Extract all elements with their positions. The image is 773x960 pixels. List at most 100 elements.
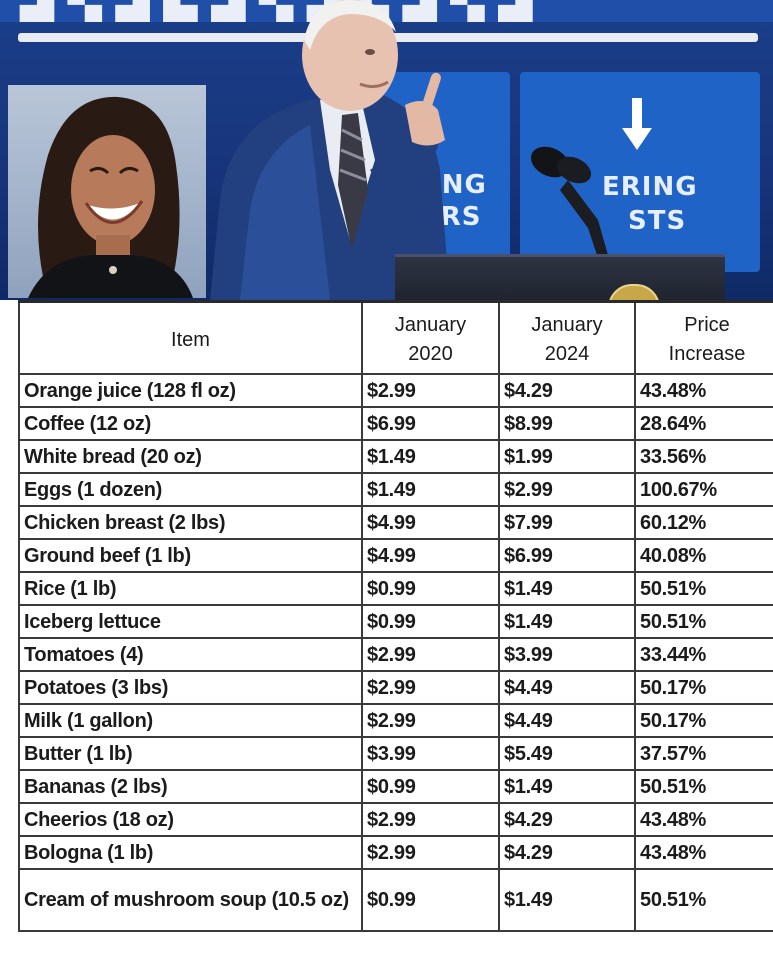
cell-increase: 33.44% [634,637,773,672]
cell-item: Rice (1 lb) [18,571,363,606]
table-row: Cheerios (18 oz) $2.99 $4.29 43.48% [18,802,773,837]
cell-item: Bologna (1 lb) [18,835,363,870]
table-row: Iceberg lettuce $0.99 $1.49 50.51% [18,604,773,639]
table-header-row: Item January 2020 January 2024 Price Inc… [18,300,773,375]
cell-jan2024: $1.49 [498,868,636,932]
cell-jan2020: $2.99 [361,670,500,705]
header-january-2024: January 2024 [498,300,636,375]
cell-increase: 100.67% [634,472,773,507]
cell-item: Eggs (1 dozen) [18,472,363,507]
cell-jan2020: $4.99 [361,538,500,573]
cell-jan2024: $8.99 [498,406,636,441]
cell-jan2020: $0.99 [361,868,500,932]
cell-increase: 33.56% [634,439,773,474]
cell-jan2020: $2.99 [361,703,500,738]
cell-item: Cream of mushroom soup (10.5 oz) [18,868,363,932]
cell-jan2024: $6.99 [498,538,636,573]
header-increase-line2: Increase [668,343,746,365]
cell-jan2020: $3.99 [361,736,500,771]
cell-jan2024: $3.99 [498,637,636,672]
banner-top-strip: ▟▚▟▙▟▚▟▙▟▚▟ [0,0,773,22]
cell-item: Iceberg lettuce [18,604,363,639]
table-row: Eggs (1 dozen) $1.49 $2.99 100.67% [18,472,773,507]
microphone-icon [530,146,608,258]
arrow-down-icon [622,98,652,150]
table-row: Potatoes (3 lbs) $2.99 $4.49 50.17% [18,670,773,705]
header-item: Item [18,300,363,375]
cell-jan2020: $2.99 [361,637,500,672]
cell-jan2020: $2.99 [361,802,500,837]
header-price-increase: Price Increase [634,300,773,375]
table-row: Milk (1 gallon) $2.99 $4.49 50.17% [18,703,773,738]
cell-increase: 50.51% [634,604,773,639]
cell-item: Ground beef (1 lb) [18,538,363,573]
cell-jan2024: $2.99 [498,472,636,507]
header-jan2024-line2: 2024 [544,343,590,365]
laughing-person-icon [28,96,193,298]
header-jan2020-line1: January [394,314,467,336]
cell-increase: 50.17% [634,670,773,705]
table-row: Coffee (12 oz) $6.99 $8.99 28.64% [18,406,773,441]
cell-increase: 50.51% [634,571,773,606]
cell-jan2020: $0.99 [361,571,500,606]
table-row: Bananas (2 lbs) $0.99 $1.49 50.51% [18,769,773,804]
cell-jan2024: $4.49 [498,703,636,738]
price-comparison-table: Item January 2020 January 2024 Price Inc… [18,300,773,932]
cell-jan2020: $0.99 [361,769,500,804]
cell-item: Cheerios (18 oz) [18,802,363,837]
cell-item: Milk (1 gallon) [18,703,363,738]
table-row: Rice (1 lb) $0.99 $1.49 50.51% [18,571,773,606]
cell-jan2024: $5.49 [498,736,636,771]
table-row: Butter (1 lb) $3.99 $5.49 37.57% [18,736,773,771]
cell-item: Potatoes (3 lbs) [18,670,363,705]
cell-jan2020: $6.99 [361,406,500,441]
cell-jan2024: $1.49 [498,604,636,639]
cell-jan2024: $1.49 [498,571,636,606]
cell-jan2020: $2.99 [361,373,500,408]
cell-item: Orange juice (128 fl oz) [18,373,363,408]
photo-banner: ▟▚▟▙▟▚▟▙▟▚▟ RING ERS ERING STS [0,0,773,300]
cell-jan2020: $1.49 [361,439,500,474]
cell-item: Coffee (12 oz) [18,406,363,441]
cell-jan2024: $4.49 [498,670,636,705]
price-table-container: Item January 2020 January 2024 Price Inc… [18,300,773,960]
cell-jan2024: $4.29 [498,802,636,837]
cell-jan2020: $1.49 [361,472,500,507]
cell-increase: 43.48% [634,802,773,837]
inset-portrait [8,85,206,298]
backdrop-text-right-1: ERING [602,172,698,202]
speaker-figure [210,0,450,300]
cell-jan2024: $1.99 [498,439,636,474]
table-row: Cream of mushroom soup (10.5 oz) $0.99 $… [18,868,773,932]
header-january-2020: January 2020 [361,300,500,375]
cell-jan2020: $4.99 [361,505,500,540]
cell-jan2024: $4.29 [498,373,636,408]
cell-jan2024: $4.29 [498,835,636,870]
backdrop-text-right-2: STS [628,206,687,236]
header-jan2024-line1: January [531,314,603,336]
cell-item: White bread (20 oz) [18,439,363,474]
cell-increase: 28.64% [634,406,773,441]
cell-increase: 43.48% [634,373,773,408]
header-increase-line1: Price [684,314,730,336]
header-item-label: Item [171,328,210,351]
cell-jan2020: $2.99 [361,835,500,870]
cell-item: Tomatoes (4) [18,637,363,672]
cell-item: Butter (1 lb) [18,736,363,771]
cell-increase: 50.17% [634,703,773,738]
podium [395,254,725,300]
cell-increase: 50.51% [634,868,773,932]
table-row: White bread (20 oz) $1.49 $1.99 33.56% [18,439,773,474]
cell-item: Bananas (2 lbs) [18,769,363,804]
cell-increase: 60.12% [634,505,773,540]
cell-increase: 40.08% [634,538,773,573]
table-row: Ground beef (1 lb) $4.99 $6.99 40.08% [18,538,773,573]
cell-increase: 43.48% [634,835,773,870]
cell-item: Chicken breast (2 lbs) [18,505,363,540]
cell-jan2024: $1.49 [498,769,636,804]
cropped-banner-lettering: ▟▚▟▙▟▚▟▙▟▚▟ [20,0,546,22]
table-row: Chicken breast (2 lbs) $4.99 $7.99 60.12… [18,505,773,540]
table-row: Tomatoes (4) $2.99 $3.99 33.44% [18,637,773,672]
table-row: Bologna (1 lb) $2.99 $4.29 43.48% [18,835,773,870]
header-jan2020-line2: 2020 [408,343,453,365]
